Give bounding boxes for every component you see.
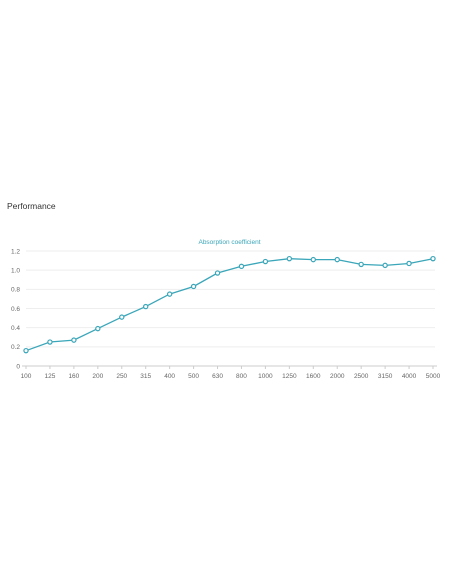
data-point [310, 256, 316, 263]
x-tick-label: 630 [212, 373, 223, 380]
x-tick-label: 200 [92, 373, 103, 380]
x-tick-label: 5000 [426, 373, 441, 380]
x-tick-label: 250 [116, 373, 127, 380]
x-tick-label: 1600 [306, 373, 321, 380]
y-tick-label: 0.6 [11, 306, 20, 313]
chart-container: Absorption coefficient 0 0.2 0.4 0.6 0.8 1.0 1… [0, 230, 452, 390]
data-point [47, 339, 53, 345]
y-axis-ticks: 0 0.2 0.4 0.6 0.8 1.0 1.2 [11, 248, 20, 370]
x-tick-label: 1250 [282, 373, 297, 380]
y-tick-label: 0.8 [11, 287, 20, 294]
section-title: Performance [7, 201, 56, 211]
data-point [71, 337, 77, 343]
y-tick-label: 1.2 [11, 248, 20, 255]
x-tick-label: 1000 [258, 373, 273, 380]
x-tick-label: 3150 [378, 373, 393, 380]
x-tick-label: 315 [140, 373, 151, 380]
data-point [119, 314, 125, 320]
data-point [190, 283, 197, 290]
x-tick-label: 2000 [330, 373, 345, 380]
y-tick-label: 0.4 [11, 325, 20, 332]
data-point [95, 325, 101, 332]
series-group [23, 255, 436, 354]
data-point [286, 255, 293, 262]
series-line [25, 258, 434, 352]
data-point [430, 255, 436, 262]
x-tick-label: 100 [21, 373, 32, 380]
x-axis-ticks: 100 125 160 200 250 315 400 500 630 800 1000 1250 16… [21, 366, 441, 380]
x-tick-label: 160 [68, 373, 79, 380]
data-point [238, 263, 245, 270]
y-tick-label: 1.0 [11, 267, 20, 274]
x-tick-label: 500 [188, 373, 199, 380]
data-point [23, 347, 29, 354]
grid-lines [26, 250, 435, 348]
y-tick-label: 0 [16, 363, 20, 370]
data-point [214, 270, 221, 276]
data-point [358, 261, 364, 268]
data-point [166, 291, 173, 297]
x-tick-label: 800 [236, 373, 247, 380]
chart-title: Absorption coefficient [198, 239, 260, 246]
data-point [382, 262, 388, 269]
data-point [406, 260, 412, 267]
y-tick-label: 0.2 [11, 344, 20, 351]
x-tick-label: 125 [45, 373, 56, 380]
x-tick-label: 4000 [402, 373, 417, 380]
data-point [262, 258, 269, 265]
x-tick-label: 400 [164, 373, 175, 380]
data-point [334, 256, 340, 263]
absorption-chart: Absorption coefficient 0 0.2 0.4 0.6 0.8 1.0 1… [11, 239, 441, 380]
x-tick-label: 2500 [354, 373, 369, 380]
data-point [143, 303, 149, 310]
